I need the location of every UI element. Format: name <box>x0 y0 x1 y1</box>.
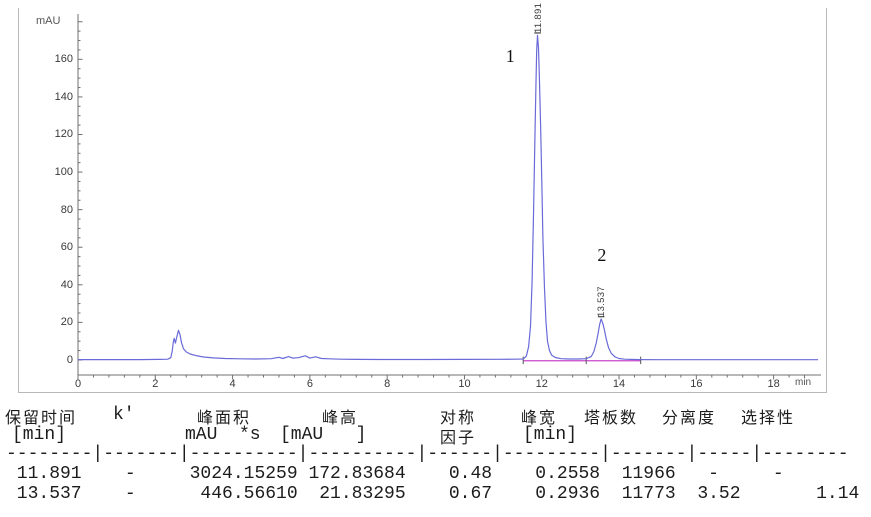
table-header-cell: 塔板数 <box>584 408 639 427</box>
x-axis-unit-label: min <box>795 377 812 388</box>
table-header-cell: [min] <box>12 425 67 445</box>
peak-rt-label: 11.891 <box>532 3 544 34</box>
y-axis-unit-label: mAU <box>36 15 61 27</box>
y-tick-label: 120 <box>54 128 73 141</box>
y-tick-label: 0 <box>66 353 73 366</box>
x-tick-label: 4 <box>229 378 236 390</box>
table-header-cell: 峰宽 <box>521 408 558 427</box>
chromatogram-chart: mAU min 0 20 40 60 80 100 120 140 160 0 2 4 6 8 10 12 14… <box>18 3 827 393</box>
table-header-cell: [mAU ] <box>280 425 367 445</box>
x-tick-label: 12 <box>535 378 548 390</box>
chromatogram-trace <box>78 34 819 361</box>
table-header-cell: [min] <box>523 425 578 445</box>
y-tick-label: 140 <box>54 90 73 103</box>
x-tick-label: 8 <box>384 378 391 390</box>
x-tick-label: 6 <box>306 378 313 390</box>
table-header-cell: 分离度 <box>662 408 717 427</box>
table-separator-row: --------|-------|----------|----------|-… <box>6 444 849 464</box>
table-header-cell: k' <box>113 405 135 425</box>
y-tick-label: 100 <box>54 166 73 179</box>
x-tick-label: 0 <box>74 378 82 390</box>
x-tick-label: 18 <box>767 378 780 390</box>
x-tick-label: 10 <box>458 378 471 390</box>
chart-frame <box>18 8 827 393</box>
table-header-cell: 因子 <box>440 428 477 447</box>
y-tick-label: 20 <box>60 316 73 329</box>
table-header-cell: 保留时间 <box>5 408 78 427</box>
table-header-row-2: [min] mAU *s [mAU ] 因子 [min] <box>0 424 871 447</box>
table-header-cell: mAU *s <box>185 425 261 445</box>
y-tick-label: 160 <box>54 53 73 66</box>
table-header-row-1: 保留时间 k' 峰面积 峰高 对称 峰宽 塔板数 分离度 选择性 <box>0 404 871 427</box>
table-row: 11.891 - 3024.15259 172.83684 0.48 0.255… <box>6 464 871 484</box>
y-tick-label: 60 <box>60 241 73 254</box>
peak-number-label: 1 <box>505 46 515 67</box>
chromatogram-plot <box>77 14 821 380</box>
peak-number-label: 2 <box>597 245 607 266</box>
peak-results-table: 保留时间 k' 峰面积 峰高 对称 峰宽 塔板数 分离度 选择性 [min] mAU *s [mAU… <box>0 398 871 517</box>
table-row: 13.537 - 446.56610 21.83295 0.67 0.2936 … <box>6 484 871 504</box>
x-tick-label: 16 <box>690 378 703 390</box>
x-tick-label: 2 <box>152 378 159 390</box>
table-header-cell: 选择性 <box>741 408 796 427</box>
table-header-cell: 峰高 <box>322 408 359 427</box>
table-header-cell: 峰面积 <box>197 408 252 427</box>
y-tick-label: 40 <box>60 278 73 291</box>
peak-rt-label: 13.537 <box>596 286 608 317</box>
table-header-cell: 对称 <box>440 408 477 427</box>
x-tick-label: 14 <box>612 378 626 390</box>
y-tick-label: 80 <box>60 203 73 216</box>
